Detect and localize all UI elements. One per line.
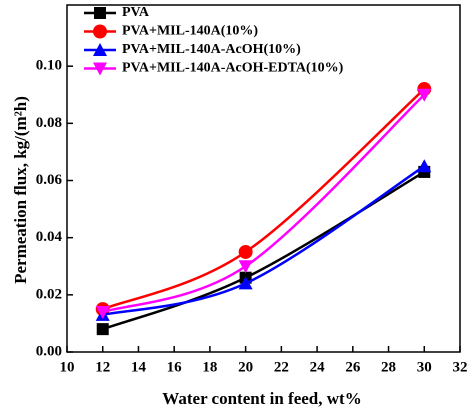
plot-frame (66, 4, 461, 353)
legend-label: PVA+MIL-140A-AcOH(10%) (122, 42, 301, 57)
y-tick-label: 0.04 (36, 229, 63, 245)
marker (238, 244, 253, 259)
marker (417, 159, 432, 173)
x-tick-label: 26 (345, 359, 361, 375)
y-axis-label: Permeation flux, kg/(m²h) (11, 96, 30, 284)
x-tick-label: 28 (381, 359, 396, 375)
legend-marker (93, 62, 107, 76)
y-tick-label: 0.02 (36, 286, 62, 302)
x-tick-label: 16 (167, 359, 183, 375)
x-tick-label: 18 (202, 359, 217, 375)
legend-label: PVA+MIL-140A(10%) (122, 24, 258, 39)
x-tick-label: 12 (95, 359, 110, 375)
x-tick-label: 14 (131, 359, 147, 375)
y-tick-label: 0.00 (36, 343, 62, 359)
x-tick-label: 20 (238, 359, 253, 375)
legend-marker (94, 7, 106, 19)
x-tick-label: 32 (453, 359, 468, 375)
x-tick-label: 10 (60, 359, 75, 375)
x-axis-label: Water content in feed, wt% (162, 389, 361, 408)
x-tick-label: 24 (310, 359, 326, 375)
series-line (102, 165, 425, 317)
marker (95, 305, 110, 319)
legend-marker (93, 24, 107, 39)
series-line (102, 170, 425, 331)
marker (417, 88, 432, 102)
marker (238, 276, 253, 290)
legend-marker (93, 43, 107, 56)
y-tick-label: 0.06 (36, 172, 63, 188)
x-tick-label: 22 (274, 359, 289, 375)
x-tick-label: 30 (417, 359, 432, 375)
marker (238, 260, 253, 274)
y-tick-label: 0.08 (36, 115, 62, 131)
legend-label: PVA (122, 5, 150, 20)
y-tick-label: 0.10 (36, 58, 62, 74)
series-line (102, 93, 426, 314)
marker (96, 323, 109, 336)
legend-label: PVA+MIL-140A-AcOH-EDTA(10%) (122, 61, 344, 76)
